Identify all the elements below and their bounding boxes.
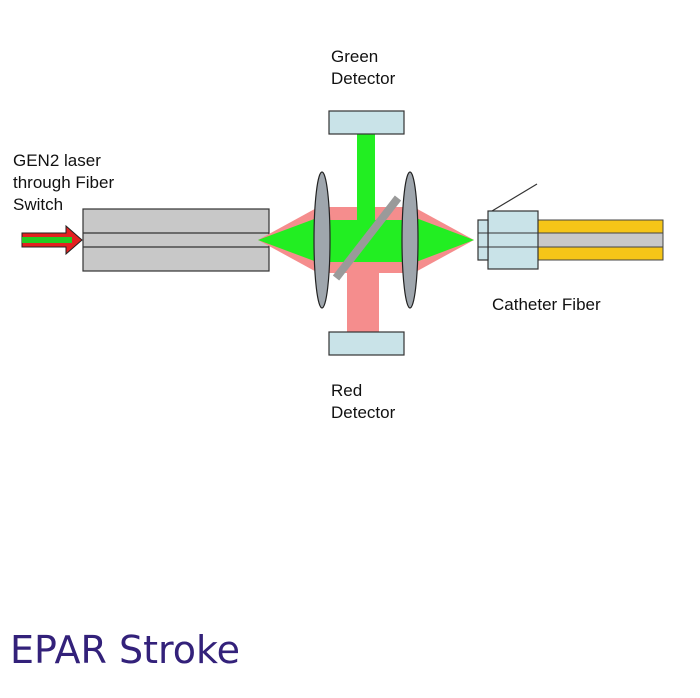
red-detector-label-line1: Red — [331, 381, 363, 400]
input-laser-arrow — [21, 224, 83, 256]
catheter-fiber-label: Catheter Fiber — [492, 295, 601, 314]
laser-source-label-line3: Switch — [13, 195, 64, 214]
red-detector — [328, 331, 405, 356]
red-detector-label-line2: Detector — [331, 403, 396, 422]
catheter-connector — [477, 183, 539, 270]
laser-source-label: GEN2 laser through Fiber Switch — [13, 150, 114, 216]
laser-source-label-line1: GEN2 laser — [13, 151, 101, 170]
green-detector-label: Green Detector — [331, 46, 395, 90]
green-detector-label-line1: Green — [331, 47, 379, 66]
green-detector — [328, 110, 405, 135]
laser-source-label-line2: through Fiber — [13, 173, 115, 192]
right-lens — [401, 171, 419, 309]
left-lens — [313, 171, 331, 309]
dichroic-mirror — [332, 195, 402, 281]
red-detector-label: Red Detector — [331, 380, 395, 424]
green-detector-label-line2: Detector — [331, 69, 396, 88]
fiber-switch-block — [82, 208, 270, 272]
page-title: EPAR Stroke — [10, 628, 241, 672]
